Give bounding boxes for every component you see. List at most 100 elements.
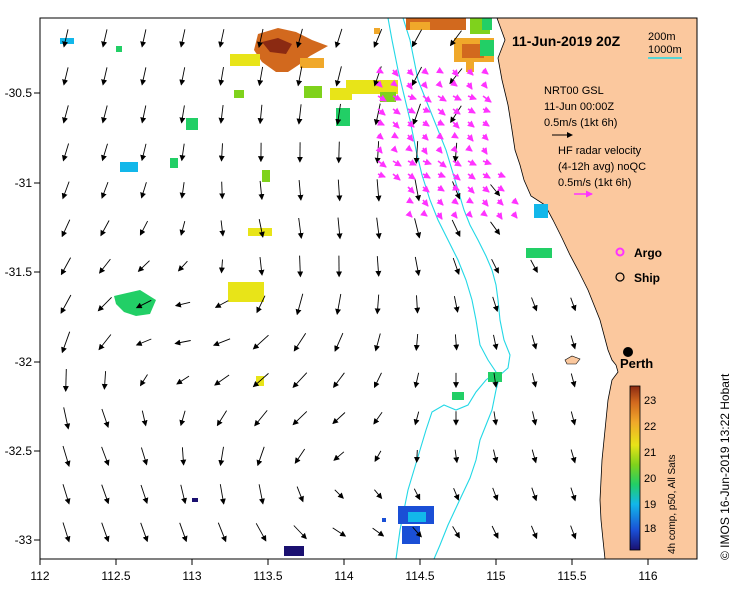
hf-arrow bbox=[406, 196, 414, 204]
hf-arrow bbox=[420, 209, 428, 217]
x-tick-label: 114.5 bbox=[405, 569, 434, 583]
current-arrow bbox=[334, 332, 344, 352]
hf-arrow bbox=[436, 66, 444, 74]
hf-arrow bbox=[482, 185, 490, 193]
current-arrow bbox=[180, 447, 187, 466]
current-arrow bbox=[531, 373, 538, 388]
current-arrow bbox=[179, 522, 188, 543]
hf-arrow bbox=[406, 134, 414, 142]
hf-arrow bbox=[452, 94, 462, 101]
current-arrow bbox=[140, 29, 147, 48]
hf-arrow bbox=[452, 107, 461, 115]
current-arrow bbox=[453, 488, 460, 501]
sst-colorbar: 23 22 21 20 19 18 4h comp, p50, All Sats bbox=[629, 385, 678, 554]
current-arrow bbox=[179, 67, 186, 86]
hf-arrow bbox=[482, 106, 491, 113]
current-arrow bbox=[570, 449, 577, 464]
current-arrow bbox=[252, 373, 269, 388]
colorbar-tick: 20 bbox=[644, 473, 656, 485]
hf-arrow bbox=[406, 68, 414, 76]
current-arrow bbox=[492, 449, 499, 464]
colorbar-gradient bbox=[629, 385, 641, 551]
current-arrow bbox=[414, 218, 422, 239]
hf-arrow bbox=[480, 81, 488, 89]
current-arrow bbox=[61, 331, 71, 354]
x-tick-label: 112 bbox=[30, 569, 49, 583]
current-arrow bbox=[214, 300, 229, 308]
current-arrow bbox=[176, 375, 190, 385]
hf-arrow bbox=[392, 107, 401, 115]
current-arrow bbox=[373, 372, 382, 389]
current-arrow bbox=[292, 372, 308, 389]
current-arrow bbox=[531, 487, 538, 502]
current-arrow bbox=[453, 296, 460, 313]
current-arrow bbox=[137, 260, 150, 272]
current-arrow bbox=[296, 104, 303, 125]
hf-arrow bbox=[497, 184, 505, 192]
current-arrow bbox=[530, 259, 538, 273]
hf-arrow bbox=[467, 106, 476, 114]
current-arrow bbox=[257, 28, 264, 48]
current-arrow bbox=[61, 181, 70, 200]
current-arrow bbox=[374, 294, 381, 315]
hf-arrow bbox=[467, 93, 477, 101]
current-arrow bbox=[530, 525, 538, 540]
hf-legend-sub: (4-12h avg) noQC bbox=[558, 161, 646, 173]
rottnest-island bbox=[564, 355, 581, 365]
current-arrow bbox=[179, 410, 186, 427]
current-arrow bbox=[62, 368, 69, 392]
hf-arrow bbox=[452, 121, 460, 129]
current-arrow bbox=[297, 180, 304, 201]
hf-legend-title: HF radar velocity bbox=[558, 145, 642, 157]
hf-arrow bbox=[377, 94, 387, 102]
hf-arrow bbox=[376, 66, 384, 74]
x-tick-label: 113 bbox=[182, 569, 201, 583]
y-tick-label: -32.5 bbox=[5, 444, 33, 458]
current-arrow bbox=[179, 220, 186, 236]
hf-arrow bbox=[465, 144, 473, 152]
current-arrow bbox=[179, 182, 186, 199]
current-arrow bbox=[140, 67, 147, 86]
current-arrow bbox=[412, 526, 422, 538]
current-arrow bbox=[492, 334, 499, 351]
perth-label: Perth bbox=[620, 356, 653, 371]
current-arrow bbox=[256, 446, 265, 467]
x-tick-label: 113.5 bbox=[253, 569, 282, 583]
contour-200m bbox=[402, 18, 511, 559]
current-arrow bbox=[140, 447, 149, 466]
current-arrow bbox=[413, 333, 420, 351]
contour-legend-200m: 200m bbox=[648, 31, 676, 43]
ship-label: Ship bbox=[634, 271, 660, 285]
current-arrow bbox=[570, 297, 577, 312]
current-arrow bbox=[335, 293, 342, 315]
current-arrow bbox=[413, 449, 420, 463]
hf-arrow bbox=[482, 95, 492, 103]
model-current-arrows bbox=[60, 28, 577, 543]
hf-arrow bbox=[392, 159, 402, 167]
current-arrow bbox=[531, 411, 538, 426]
current-arrow bbox=[375, 256, 382, 277]
current-arrow bbox=[62, 29, 69, 48]
hf-arrow bbox=[451, 131, 459, 139]
hf-arrow bbox=[437, 171, 446, 178]
current-arrow bbox=[101, 105, 108, 124]
current-arrow bbox=[570, 373, 577, 388]
hf-arrow bbox=[377, 160, 387, 168]
current-arrow bbox=[491, 525, 499, 539]
hf-arrow bbox=[482, 119, 490, 127]
hf-arrow bbox=[420, 147, 428, 155]
current-arrow bbox=[101, 408, 110, 428]
hf-arrow bbox=[377, 108, 386, 116]
current-arrow bbox=[531, 297, 538, 312]
current-arrow bbox=[334, 66, 342, 87]
hf-arrow bbox=[422, 185, 430, 193]
current-arrow bbox=[217, 522, 227, 543]
perth-dot bbox=[623, 347, 633, 357]
current-arrow bbox=[293, 525, 307, 540]
current-arrow bbox=[491, 258, 499, 274]
current-arrow bbox=[218, 105, 225, 124]
hf-arrow bbox=[391, 131, 399, 139]
hf-arrow bbox=[407, 106, 416, 114]
colorbar-tick: 22 bbox=[644, 421, 656, 433]
contour-legend: 200m 1000m bbox=[648, 31, 682, 59]
